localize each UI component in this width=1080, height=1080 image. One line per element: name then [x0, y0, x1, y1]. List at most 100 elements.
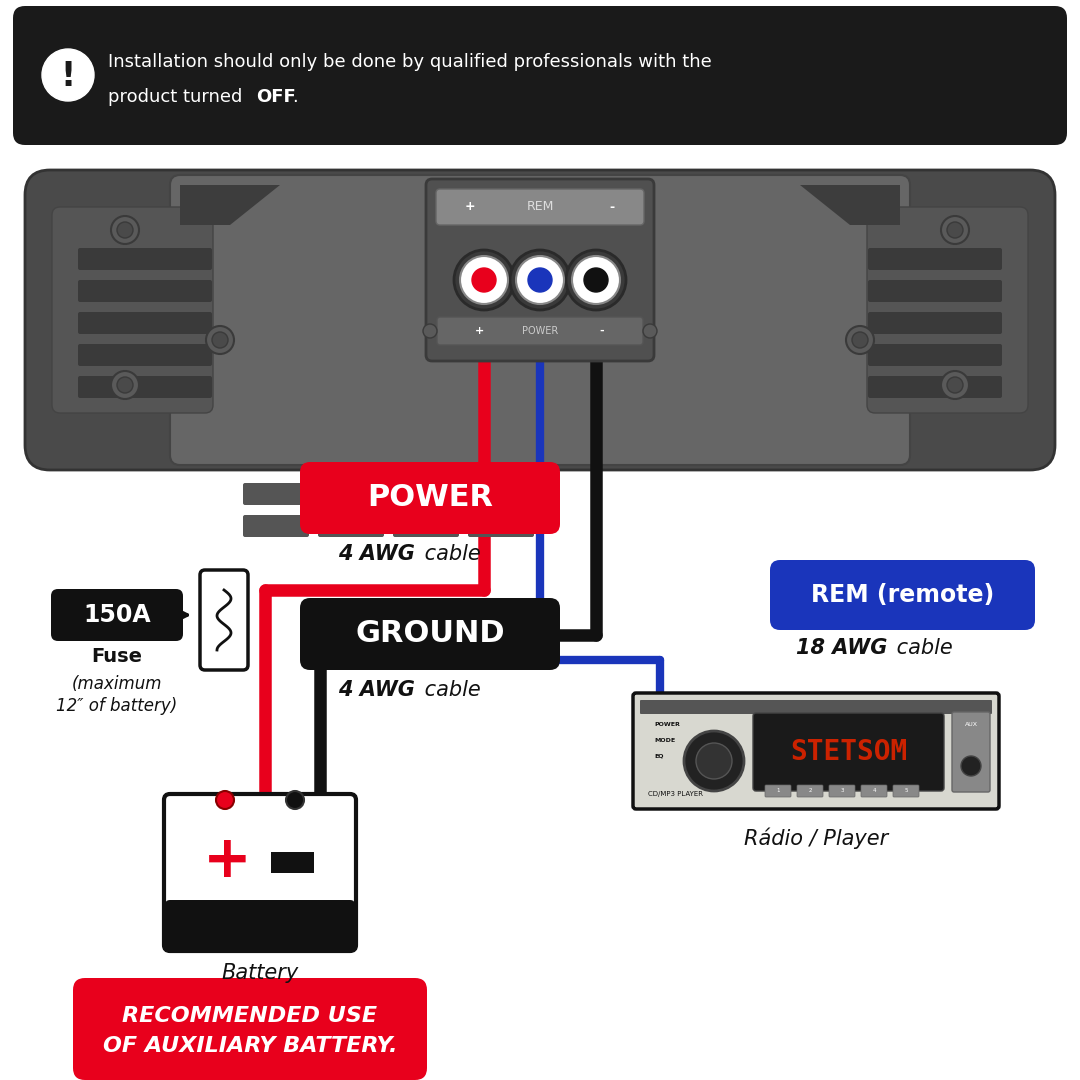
FancyBboxPatch shape — [243, 483, 309, 505]
FancyBboxPatch shape — [753, 713, 944, 791]
FancyBboxPatch shape — [165, 900, 355, 950]
FancyBboxPatch shape — [170, 175, 910, 465]
Text: MODE: MODE — [654, 738, 675, 743]
Text: OF AUXILIARY BATTERY.: OF AUXILIARY BATTERY. — [103, 1036, 397, 1056]
Circle shape — [947, 377, 963, 393]
FancyBboxPatch shape — [797, 785, 823, 797]
Text: POWER: POWER — [654, 721, 680, 727]
Circle shape — [643, 324, 657, 338]
FancyBboxPatch shape — [393, 515, 459, 537]
FancyBboxPatch shape — [73, 978, 427, 1080]
Text: GROUND: GROUND — [355, 620, 504, 648]
Circle shape — [941, 372, 969, 399]
Circle shape — [423, 324, 437, 338]
Circle shape — [516, 256, 564, 303]
Circle shape — [117, 222, 133, 238]
Text: 18 AWG: 18 AWG — [796, 638, 888, 658]
Text: Battery: Battery — [221, 963, 299, 983]
Circle shape — [42, 49, 94, 102]
Circle shape — [584, 268, 608, 292]
Circle shape — [572, 256, 620, 303]
Text: Installation should only be done by qualified professionals with the: Installation should only be done by qual… — [108, 53, 712, 71]
Text: (maximum: (maximum — [71, 675, 162, 693]
Text: cable: cable — [891, 638, 954, 658]
FancyBboxPatch shape — [867, 207, 1028, 413]
Circle shape — [111, 372, 139, 399]
FancyBboxPatch shape — [468, 515, 534, 537]
FancyBboxPatch shape — [200, 570, 248, 670]
Text: +: + — [203, 833, 252, 890]
Text: +: + — [464, 201, 475, 214]
Text: Rádio / Player: Rádio / Player — [744, 827, 888, 849]
FancyBboxPatch shape — [174, 907, 346, 943]
Text: POWER: POWER — [367, 484, 492, 513]
Text: EQ: EQ — [654, 754, 663, 758]
FancyBboxPatch shape — [868, 345, 1002, 366]
Circle shape — [947, 222, 963, 238]
Text: REM: REM — [526, 201, 554, 214]
FancyBboxPatch shape — [78, 345, 212, 366]
FancyBboxPatch shape — [770, 561, 1035, 630]
FancyBboxPatch shape — [13, 6, 1067, 145]
FancyBboxPatch shape — [164, 794, 356, 951]
FancyBboxPatch shape — [393, 483, 459, 505]
Circle shape — [286, 791, 303, 809]
Circle shape — [961, 756, 981, 777]
Text: 150A: 150A — [83, 603, 151, 627]
Text: 4 AWG: 4 AWG — [338, 680, 415, 700]
FancyBboxPatch shape — [300, 462, 561, 534]
Text: cable: cable — [418, 544, 481, 564]
Circle shape — [510, 249, 570, 310]
Text: 4 AWG: 4 AWG — [338, 544, 415, 564]
FancyBboxPatch shape — [893, 785, 919, 797]
FancyBboxPatch shape — [468, 483, 534, 505]
Circle shape — [472, 268, 496, 292]
FancyBboxPatch shape — [640, 700, 993, 714]
Text: OFF: OFF — [256, 87, 296, 106]
Text: 2: 2 — [808, 788, 812, 794]
Circle shape — [111, 216, 139, 244]
Text: 5: 5 — [904, 788, 908, 794]
Circle shape — [684, 731, 744, 791]
Text: STETSOM: STETSOM — [789, 738, 907, 766]
FancyBboxPatch shape — [765, 785, 791, 797]
Circle shape — [941, 216, 969, 244]
FancyBboxPatch shape — [318, 483, 384, 505]
FancyBboxPatch shape — [300, 598, 561, 670]
FancyBboxPatch shape — [78, 248, 212, 270]
FancyBboxPatch shape — [78, 376, 212, 399]
Circle shape — [852, 332, 868, 348]
FancyBboxPatch shape — [243, 515, 309, 537]
FancyBboxPatch shape — [25, 170, 1055, 470]
FancyBboxPatch shape — [51, 589, 183, 642]
Circle shape — [117, 377, 133, 393]
Text: 4: 4 — [873, 788, 876, 794]
Circle shape — [846, 326, 874, 354]
FancyBboxPatch shape — [318, 515, 384, 537]
Text: 1: 1 — [777, 788, 780, 794]
FancyBboxPatch shape — [868, 376, 1002, 399]
FancyBboxPatch shape — [868, 312, 1002, 334]
Text: REM (remote): REM (remote) — [811, 583, 994, 607]
Circle shape — [566, 249, 626, 310]
FancyBboxPatch shape — [861, 785, 887, 797]
Text: !: ! — [60, 59, 76, 93]
Text: 12″ of battery): 12″ of battery) — [56, 697, 177, 715]
FancyBboxPatch shape — [52, 207, 213, 413]
Text: CD/MP3 PLAYER: CD/MP3 PLAYER — [648, 791, 703, 797]
Text: POWER: POWER — [522, 326, 558, 336]
Text: AUX: AUX — [964, 721, 977, 727]
Text: RECOMMENDED USE: RECOMMENDED USE — [122, 1005, 378, 1026]
FancyBboxPatch shape — [271, 852, 314, 873]
Polygon shape — [180, 185, 280, 225]
Circle shape — [206, 326, 234, 354]
Text: -: - — [609, 201, 615, 214]
Text: +: + — [475, 326, 485, 336]
Text: 3: 3 — [840, 788, 843, 794]
Circle shape — [528, 268, 552, 292]
Text: .: . — [292, 87, 298, 106]
FancyBboxPatch shape — [78, 312, 212, 334]
FancyBboxPatch shape — [437, 318, 643, 345]
Text: product turned: product turned — [108, 87, 248, 106]
FancyBboxPatch shape — [426, 179, 654, 361]
